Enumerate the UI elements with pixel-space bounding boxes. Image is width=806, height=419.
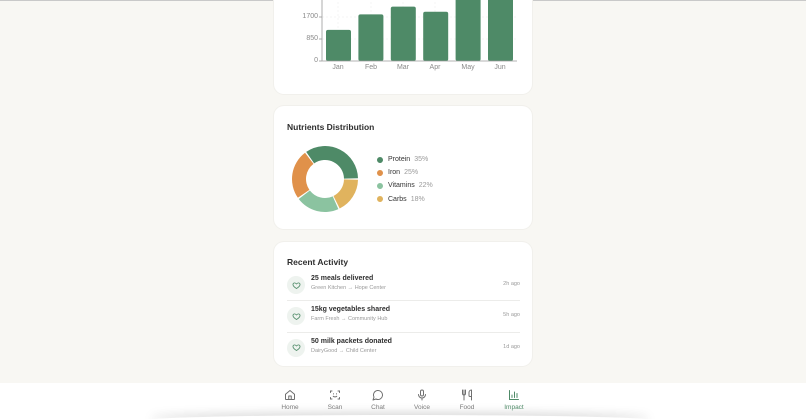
legend-dot-vitamins <box>377 182 383 189</box>
recent-activity-title: Recent Activity <box>287 257 349 267</box>
nav-label: Impact <box>504 404 524 411</box>
legend-label: Protein <box>388 156 411 164</box>
nutrients-title: Nutrients Distribution <box>287 122 375 132</box>
bar-jan[interactable] <box>326 29 351 61</box>
legend-dot-carbs <box>377 196 383 203</box>
y-tick-1700: 1700 <box>302 13 318 20</box>
chart-gridlines <box>322 0 517 61</box>
legend-item-carbs: Carbs 18% <box>377 193 433 206</box>
y-tick-850: 850 <box>306 35 318 42</box>
bar-jun[interactable] <box>488 0 513 61</box>
x-tick-feb: Feb <box>364 64 378 71</box>
heart-icon <box>287 307 305 326</box>
nutrients-card: Nutrients Distribution Protein 35% Iron … <box>274 106 532 229</box>
activity-title: 25 meals delivered <box>311 275 374 282</box>
legend-item-iron: Iron 25% <box>377 166 433 179</box>
bar-feb[interactable] <box>358 14 384 61</box>
legend-item-vitamins: Vitamins 22% <box>377 179 433 192</box>
home-icon <box>285 390 295 400</box>
activity-time: 2h ago <box>503 281 520 287</box>
legend-percent: 35% <box>414 156 429 164</box>
recent-activity-card: Recent Activity 25 meals delivered Green… <box>274 242 532 366</box>
donut-segment-iron[interactable] <box>292 152 314 198</box>
activity-route: Farm Fresh → Community Hub <box>311 316 388 323</box>
bottom-navigation: Home Scan Chat Voice Food Impact <box>0 383 806 419</box>
donut-segment-vitamins[interactable] <box>298 190 339 212</box>
activity-list: 25 meals delivered Green Kitchen → Hope … <box>287 270 520 364</box>
x-tick-mar: Mar <box>396 64 410 71</box>
legend-label: Carbs <box>388 195 407 203</box>
y-tick-0: 0 <box>314 57 318 64</box>
activity-time: 5h ago <box>503 312 520 319</box>
chart-bars <box>326 0 513 61</box>
microphone-icon <box>418 389 426 401</box>
activity-route: DairyGood → Child Center <box>311 347 377 354</box>
x-tick-apr: Apr <box>429 64 441 71</box>
activity-title: 50 milk packets donated <box>311 337 392 345</box>
activity-time: 1d ago <box>503 343 520 350</box>
activity-item[interactable]: 50 milk packets donated DairyGood → Chil… <box>287 333 520 364</box>
impact-chart-card: 0 850 1700 Jan Feb Mar Apr May Jun <box>274 0 532 94</box>
activity-route: Green Kitchen → Hope Center <box>311 285 386 291</box>
nav-home[interactable]: Home <box>270 389 310 411</box>
nav-food[interactable]: Food <box>447 389 487 411</box>
nav-label: Food <box>459 404 475 411</box>
nav-impact[interactable]: Impact <box>494 389 534 411</box>
activity-item[interactable]: 15kg vegetables shared Farm Fresh → Comm… <box>287 301 520 333</box>
bar-mar[interactable] <box>390 6 416 61</box>
nutrients-legend: Protein 35% Iron 25% Vitamins 22% Carbs … <box>377 153 433 206</box>
nav-label: Voice <box>414 404 430 411</box>
bar-apr[interactable] <box>423 11 449 61</box>
heart-icon <box>287 338 305 357</box>
legend-percent: 22% <box>418 182 433 190</box>
nav-voice[interactable]: Voice <box>402 389 442 411</box>
nav-scan[interactable]: Scan <box>315 389 355 411</box>
donut-segment-carbs[interactable] <box>333 179 358 209</box>
legend-percent: 18% <box>410 195 425 203</box>
bar-may[interactable] <box>455 0 481 61</box>
legend-label: Vitamins <box>388 182 415 190</box>
chat-icon <box>372 390 383 401</box>
donut-segment-protein[interactable] <box>306 146 358 179</box>
x-tick-jan: Jan <box>332 64 344 71</box>
legend-label: Iron <box>388 169 401 177</box>
heart-icon <box>287 276 305 294</box>
scan-icon <box>330 390 340 400</box>
nutrients-donut-chart <box>292 146 358 212</box>
legend-percent: 25% <box>404 169 419 177</box>
nav-chat[interactable]: Chat <box>358 389 398 411</box>
legend-dot-iron <box>377 169 383 176</box>
nav-label: Chat <box>371 404 385 411</box>
bar-chart-icon <box>509 390 519 400</box>
nav-label: Home <box>281 404 299 411</box>
x-tick-may: May <box>461 64 475 71</box>
legend-dot-protein <box>377 156 383 163</box>
activity-item[interactable]: 25 meals delivered Green Kitchen → Hope … <box>287 270 520 302</box>
x-tick-jun: Jun <box>494 64 506 71</box>
bar-chart <box>319 0 517 62</box>
activity-title: 15kg vegetables shared <box>311 306 390 314</box>
nav-label: Scan <box>327 404 343 411</box>
utensils-icon <box>462 389 472 401</box>
legend-item-protein: Protein 35% <box>377 153 433 166</box>
